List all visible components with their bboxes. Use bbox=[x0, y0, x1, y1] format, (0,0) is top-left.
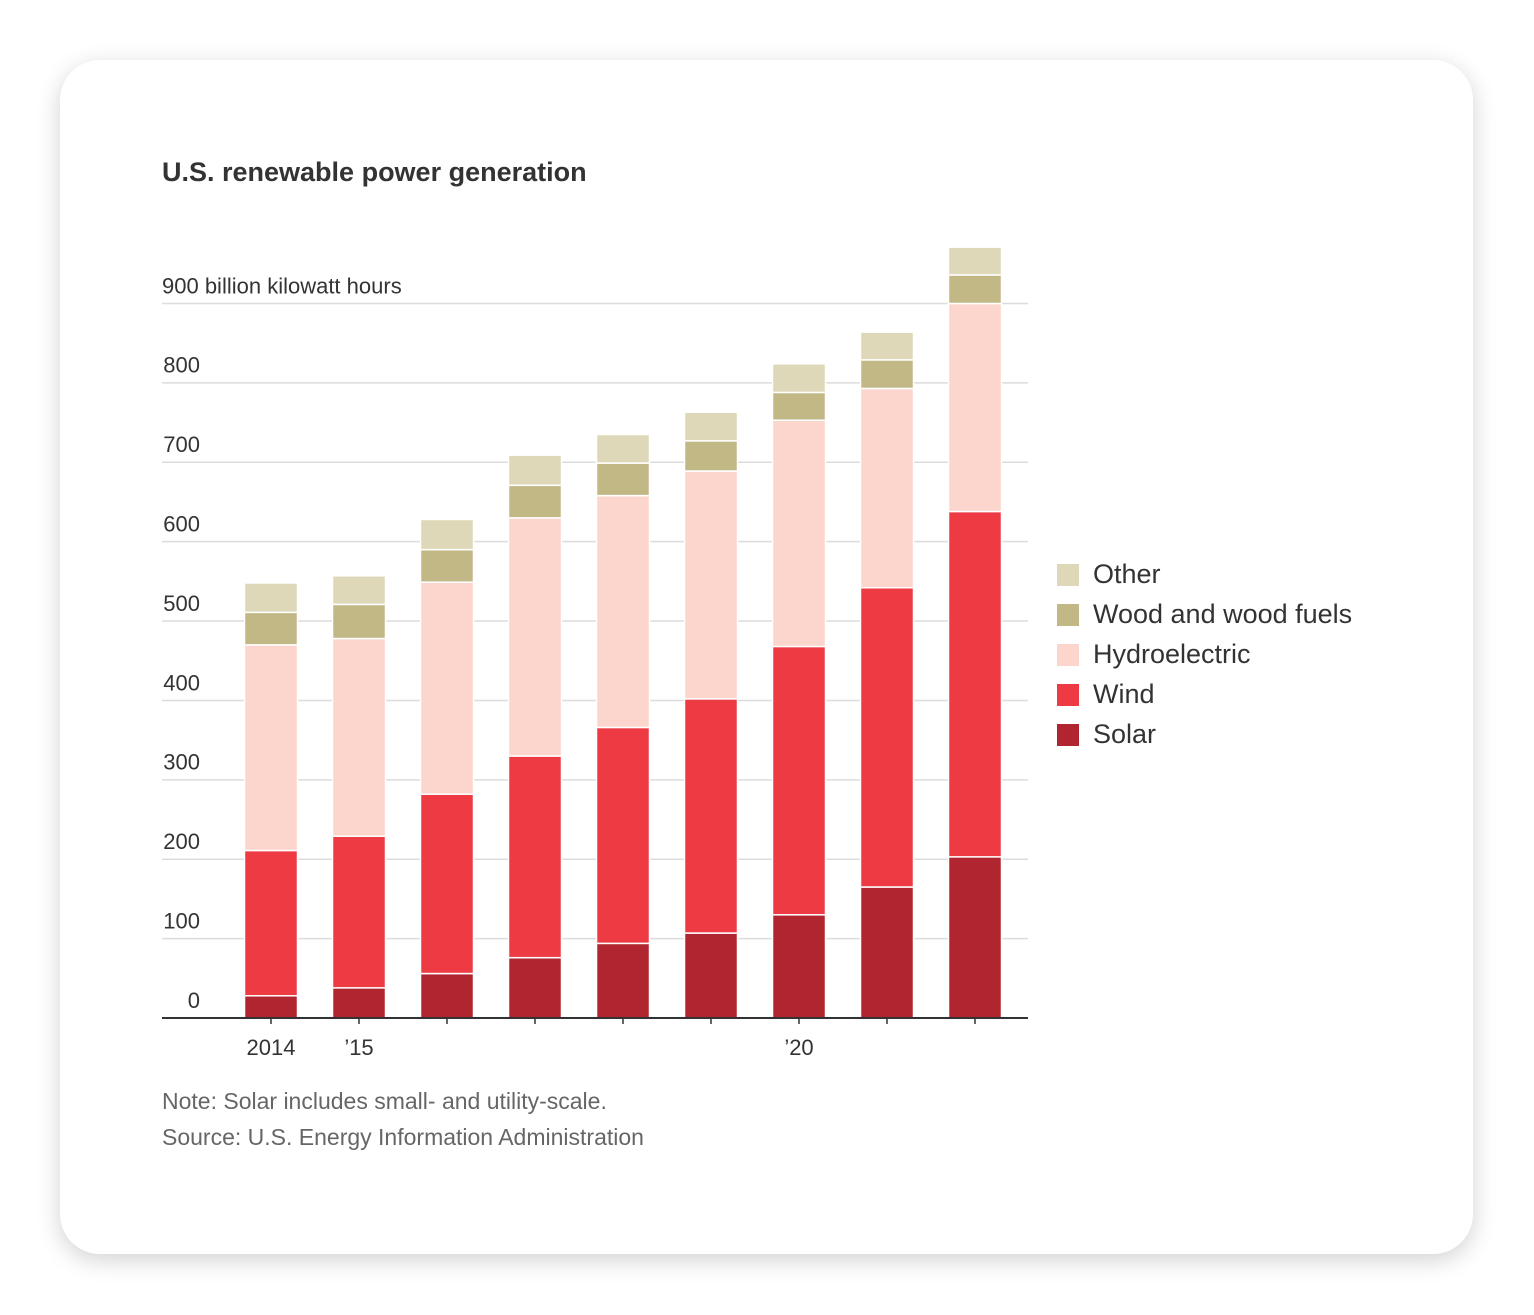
bar-segment bbox=[507, 755, 563, 959]
bar-segment bbox=[683, 698, 739, 934]
y-tick-label: 600 bbox=[163, 511, 200, 536]
y-tick-label: 0 bbox=[188, 988, 200, 1013]
bar-segment bbox=[771, 391, 827, 421]
x-tick-label: 2014 bbox=[247, 1035, 296, 1060]
bar-segment bbox=[507, 517, 563, 757]
bar-segment bbox=[947, 274, 1003, 305]
bar-segment bbox=[771, 645, 827, 916]
bar-segment bbox=[243, 644, 299, 852]
bar-segment bbox=[419, 518, 475, 551]
y-tick-label: 900 billion kilowatt hours bbox=[162, 273, 402, 298]
bar-segment bbox=[859, 331, 915, 361]
y-tick-label: 100 bbox=[163, 908, 200, 933]
bar-segment bbox=[947, 510, 1003, 858]
bar-segment bbox=[507, 956, 563, 1019]
legend-label: Hydroelectric bbox=[1093, 639, 1251, 669]
bar-segment bbox=[859, 886, 915, 1019]
bar-segment bbox=[419, 972, 475, 1019]
legend-label: Other bbox=[1093, 559, 1161, 589]
bar-segment bbox=[771, 419, 827, 648]
x-tick-label: ’15 bbox=[344, 1035, 373, 1060]
legend-label: Wood and wood fuels bbox=[1093, 599, 1352, 629]
bar-segment bbox=[507, 454, 563, 487]
y-tick-label: 700 bbox=[163, 432, 200, 457]
bar-segment bbox=[947, 302, 1003, 513]
bar-segment bbox=[507, 484, 563, 519]
bar-segment bbox=[595, 726, 651, 945]
bar-segment bbox=[595, 942, 651, 1019]
bar-segment bbox=[947, 856, 1003, 1019]
y-tick-label: 800 bbox=[163, 353, 200, 378]
bar-segment bbox=[947, 246, 1003, 276]
y-tick-label: 200 bbox=[163, 829, 200, 854]
y-tick-label: 300 bbox=[163, 750, 200, 775]
legend-label: Solar bbox=[1093, 719, 1156, 749]
y-tick-label: 400 bbox=[163, 670, 200, 695]
bar-segment bbox=[859, 586, 915, 888]
bar-segment bbox=[683, 411, 739, 442]
bar-segment bbox=[771, 914, 827, 1019]
bar-segment bbox=[331, 575, 387, 606]
bar-segment bbox=[331, 603, 387, 640]
legend-swatch bbox=[1057, 684, 1079, 706]
bar-segment bbox=[331, 637, 387, 837]
legend-swatch bbox=[1057, 644, 1079, 666]
bar-segment bbox=[683, 470, 739, 700]
bar-segment bbox=[331, 987, 387, 1019]
bar-segment bbox=[419, 581, 475, 795]
bar-segment bbox=[243, 995, 299, 1019]
bar-segment bbox=[859, 359, 915, 390]
legend-swatch bbox=[1057, 564, 1079, 586]
legend-swatch bbox=[1057, 604, 1079, 626]
x-tick-label: ’20 bbox=[784, 1035, 813, 1060]
legend-swatch bbox=[1057, 724, 1079, 746]
bar-segment bbox=[595, 494, 651, 729]
y-tick-label: 500 bbox=[163, 591, 200, 616]
bar-segment bbox=[595, 433, 651, 464]
source: Source: U.S. Energy Information Administ… bbox=[162, 1124, 644, 1150]
bar-segment bbox=[243, 611, 299, 646]
bar-segment bbox=[683, 932, 739, 1019]
bar-segment bbox=[243, 582, 299, 614]
note: Note: Solar includes small- and utility-… bbox=[162, 1088, 607, 1114]
bar-segment bbox=[771, 363, 827, 394]
legend-label: Wind bbox=[1093, 679, 1155, 709]
bar-segment bbox=[331, 835, 387, 989]
bar-segment bbox=[243, 849, 299, 997]
bar-segment bbox=[595, 462, 651, 497]
bar-segment bbox=[683, 440, 739, 472]
bar-segment bbox=[419, 793, 475, 975]
chart-title: U.S. renewable power generation bbox=[162, 157, 587, 187]
bar-segment bbox=[419, 548, 475, 583]
bar-segment bbox=[859, 387, 915, 589]
